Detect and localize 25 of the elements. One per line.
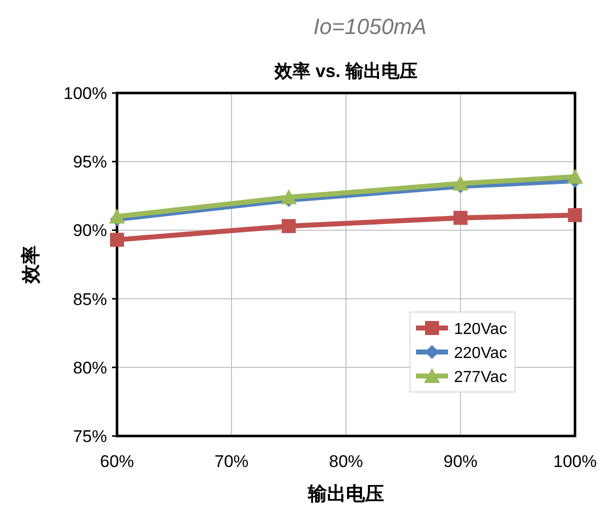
xtick: 60%	[100, 452, 134, 471]
point	[282, 219, 296, 234]
point	[110, 232, 124, 247]
point	[567, 168, 583, 184]
legend-label: 120Vac	[454, 321, 508, 338]
xtick: 90%	[443, 452, 478, 471]
ytick: 100%	[64, 84, 107, 103]
title: 效率 vs. 输出电压	[274, 61, 418, 81]
xtick: 100%	[553, 452, 597, 471]
legend-label: 277Vac	[454, 369, 508, 386]
point	[568, 208, 582, 222]
point	[454, 210, 468, 225]
ytick: 90%	[72, 221, 107, 240]
point	[280, 189, 297, 204]
subtitle: Io=1050mA	[313, 14, 427, 39]
ytick: 75%	[72, 427, 107, 446]
point	[109, 208, 125, 224]
legend-label: 220Vac	[454, 345, 508, 362]
ytick: 95%	[72, 152, 107, 172]
ytick: 85%	[72, 290, 107, 309]
ytick: 80%	[72, 358, 107, 378]
xlabel: 输出电压	[308, 484, 384, 505]
ylabel: 效率	[21, 246, 42, 284]
xtick: 80%	[328, 452, 364, 471]
xtick: 70%	[214, 452, 249, 471]
